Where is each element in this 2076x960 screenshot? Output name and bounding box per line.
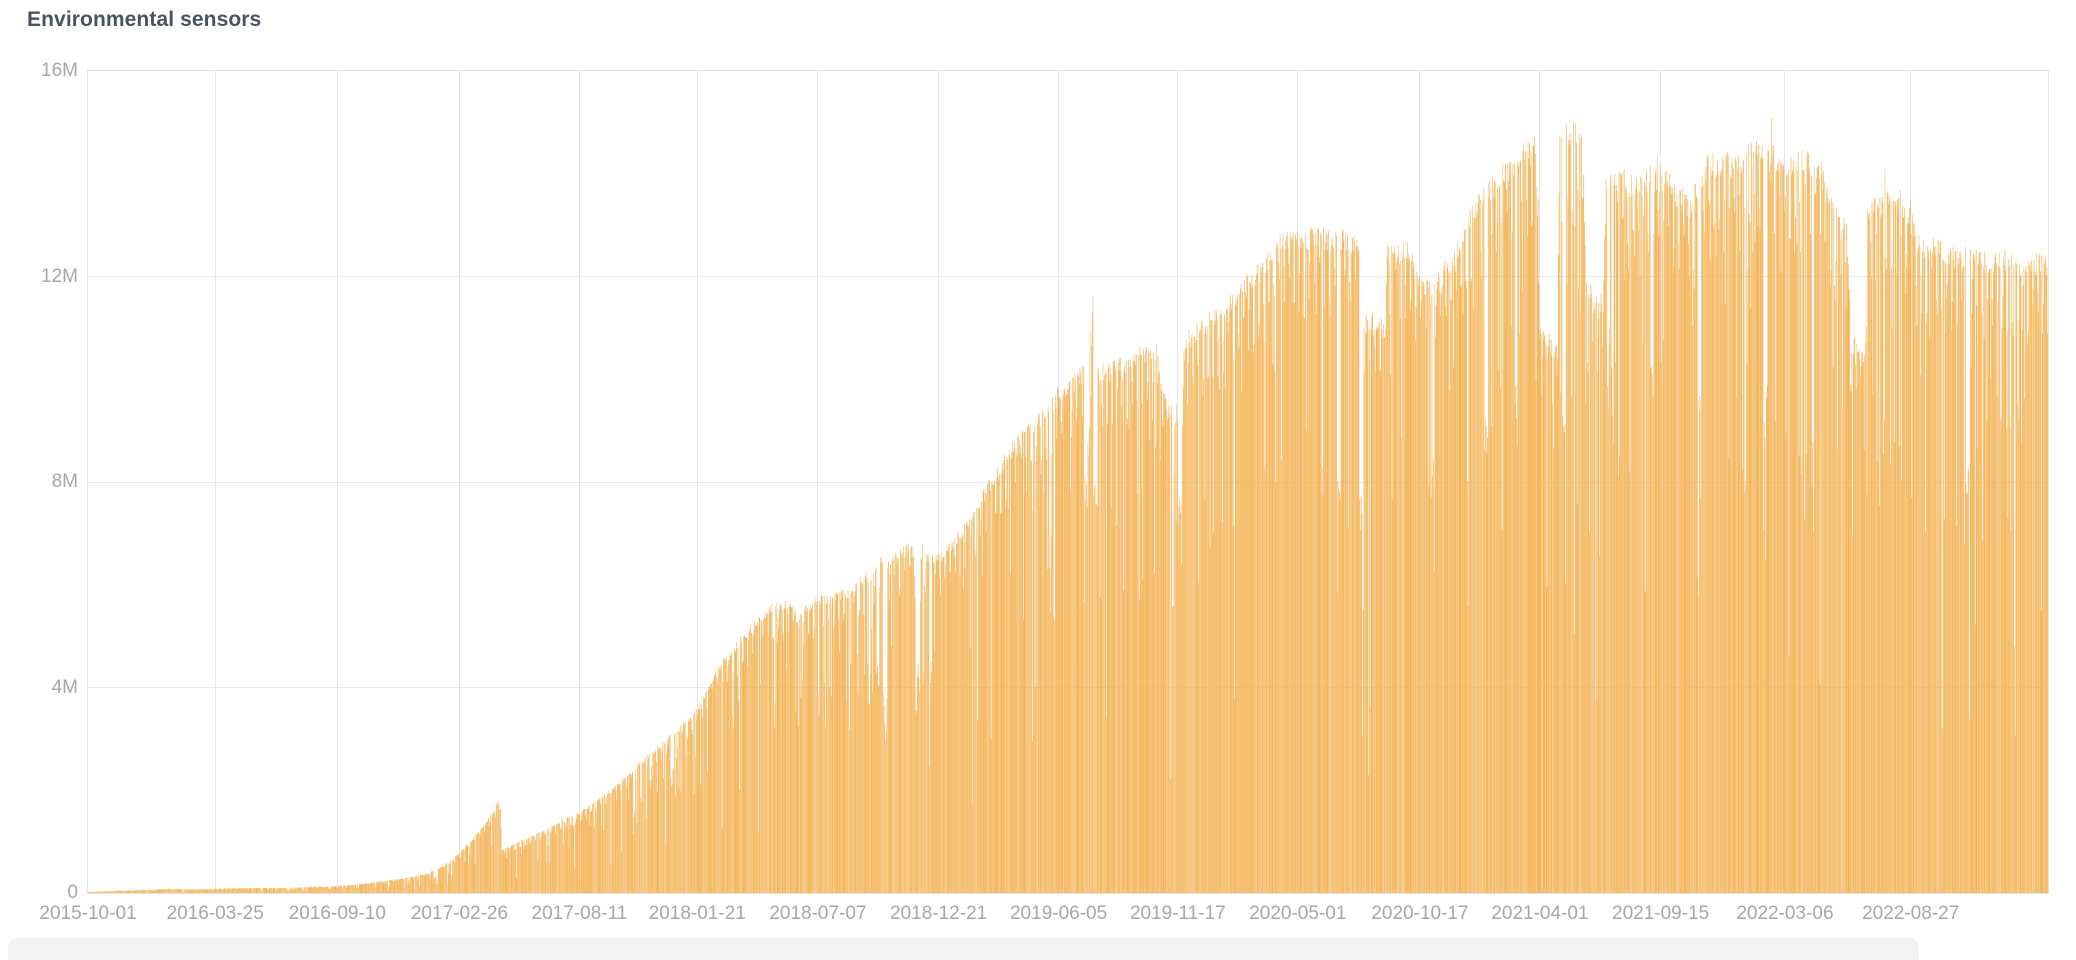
x-tick-label: 2018-01-21	[648, 903, 746, 924]
y-tick-label: 16M	[41, 60, 78, 81]
x-tick-label: 2022-03-06	[1736, 903, 1834, 924]
x-tick-label: 2021-04-01	[1491, 903, 1589, 924]
y-tick-label: 8M	[51, 471, 78, 492]
x-tick-label: 2019-06-05	[1009, 903, 1108, 924]
x-tick-label: 2019-11-17	[1129, 903, 1226, 924]
x-tick-label: 2015-10-01	[39, 903, 137, 924]
x-tick-label: 2017-02-26	[410, 903, 509, 924]
x-tick-label: 2017-08-11	[531, 903, 628, 924]
chart-title: Environmental sensors	[27, 8, 262, 31]
x-tick-label: 2016-09-10	[288, 903, 386, 924]
x-tick-label: 2020-05-01	[1249, 903, 1347, 924]
x-tick-label: 2022-08-27	[1862, 903, 1960, 924]
next-panel-top-edge	[8, 938, 1919, 960]
plot-area: 0 4M 8M 12M 16M 2015-10-01 2016-03-25 2016-09-…	[39, 60, 2049, 924]
x-tick-label: 2016-03-25	[166, 903, 264, 924]
y-tick-label: 12M	[41, 265, 78, 287]
x-tick-label: 2020-10-17	[1371, 903, 1469, 924]
x-tick-label: 2018-07-07	[769, 903, 867, 924]
x-tick-label: 2021-09-15	[1612, 903, 1710, 924]
x-tick-label: 2018-12-21	[890, 903, 988, 924]
y-tick-label: 0	[67, 882, 78, 903]
sensor-bars-canvas[interactable]	[88, 71, 2048, 893]
y-tick-label: 4M	[51, 676, 78, 698]
